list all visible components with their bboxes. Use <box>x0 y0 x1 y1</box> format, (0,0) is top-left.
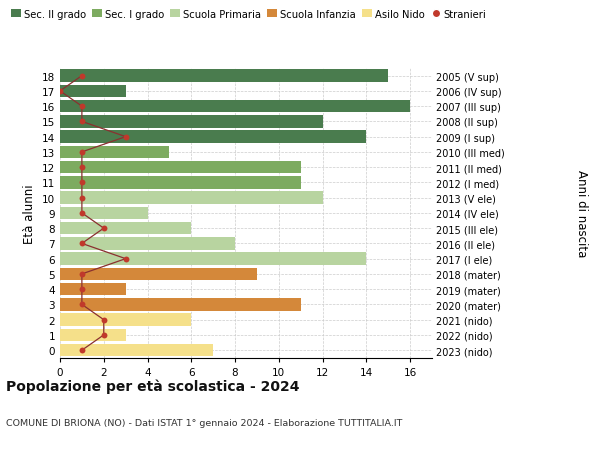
Bar <box>60 146 169 159</box>
Point <box>99 225 109 232</box>
Point <box>77 240 86 247</box>
Bar <box>60 70 388 83</box>
Point <box>77 301 86 308</box>
Bar <box>60 314 191 326</box>
Bar <box>60 116 323 129</box>
Bar <box>60 283 125 296</box>
Point <box>77 118 86 126</box>
Point <box>77 179 86 187</box>
Point <box>77 103 86 111</box>
Y-axis label: Età alunni: Età alunni <box>23 184 37 243</box>
Point <box>77 286 86 293</box>
Bar <box>60 192 323 204</box>
Bar <box>60 344 213 357</box>
Bar <box>60 101 410 113</box>
Point <box>99 331 109 339</box>
Point <box>121 255 130 263</box>
Bar <box>60 329 125 341</box>
Bar <box>60 131 367 144</box>
Bar <box>60 162 301 174</box>
Bar <box>60 85 125 98</box>
Point <box>77 195 86 202</box>
Point <box>77 271 86 278</box>
Bar <box>60 207 148 220</box>
Point <box>55 88 65 95</box>
Bar <box>60 298 301 311</box>
Bar <box>60 223 191 235</box>
Text: COMUNE DI BRIONA (NO) - Dati ISTAT 1° gennaio 2024 - Elaborazione TUTTITALIA.IT: COMUNE DI BRIONA (NO) - Dati ISTAT 1° ge… <box>6 418 403 427</box>
Legend: Sec. II grado, Sec. I grado, Scuola Primaria, Scuola Infanzia, Asilo Nido, Stran: Sec. II grado, Sec. I grado, Scuola Prim… <box>11 10 487 20</box>
Point <box>77 73 86 80</box>
Bar <box>60 253 367 265</box>
Point <box>77 164 86 172</box>
Bar <box>60 268 257 280</box>
Point <box>77 210 86 217</box>
Point <box>99 316 109 324</box>
Bar <box>60 238 235 250</box>
Point <box>77 149 86 156</box>
Point <box>77 347 86 354</box>
Y-axis label: Anni di nascita: Anni di nascita <box>575 170 588 257</box>
Bar <box>60 177 301 189</box>
Text: Popolazione per età scolastica - 2024: Popolazione per età scolastica - 2024 <box>6 379 299 393</box>
Point <box>121 134 130 141</box>
